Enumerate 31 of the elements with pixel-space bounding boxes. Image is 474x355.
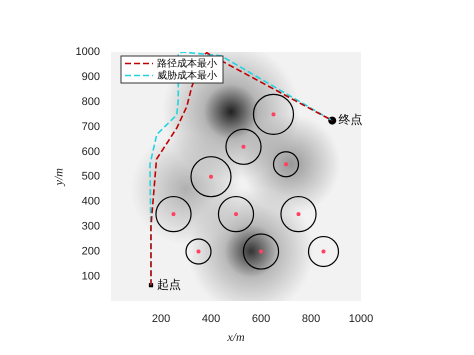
legend-label: 威胁成本最小	[157, 69, 217, 82]
y-tick-label: 600	[82, 146, 100, 158]
y-tick-label: 400	[82, 196, 100, 208]
point	[296, 212, 300, 216]
x-tick-label: 200	[152, 313, 170, 326]
point	[272, 112, 276, 116]
y-tick-label: 100	[82, 270, 100, 282]
point	[196, 250, 200, 254]
point	[284, 162, 288, 166]
y-tick-label: 200	[82, 246, 100, 258]
annotation: 起点	[157, 277, 181, 292]
x-tick-label: 600	[252, 313, 270, 326]
x-tick-label: 800	[302, 313, 320, 326]
y-tick-label: 900	[82, 70, 100, 83]
point	[322, 250, 326, 254]
point	[209, 174, 213, 179]
y-tick-label: 300	[82, 220, 100, 233]
x-tick-label: 400	[202, 313, 220, 326]
annotation: 终点	[338, 112, 362, 127]
y-tick-label: 500	[82, 170, 100, 183]
x-tick-label: 1000	[348, 313, 374, 326]
legend-label: 路径成本最小	[157, 57, 217, 70]
point	[259, 250, 263, 254]
point	[172, 212, 176, 216]
point	[234, 212, 238, 216]
y-axis-title: y/m	[51, 168, 66, 186]
y-tick-label: 1000	[76, 46, 100, 58]
point	[242, 144, 246, 149]
x-axis-title: x/m	[226, 330, 245, 344]
y-tick-label: 800	[82, 96, 100, 108]
y-tick-label: 700	[82, 120, 100, 133]
